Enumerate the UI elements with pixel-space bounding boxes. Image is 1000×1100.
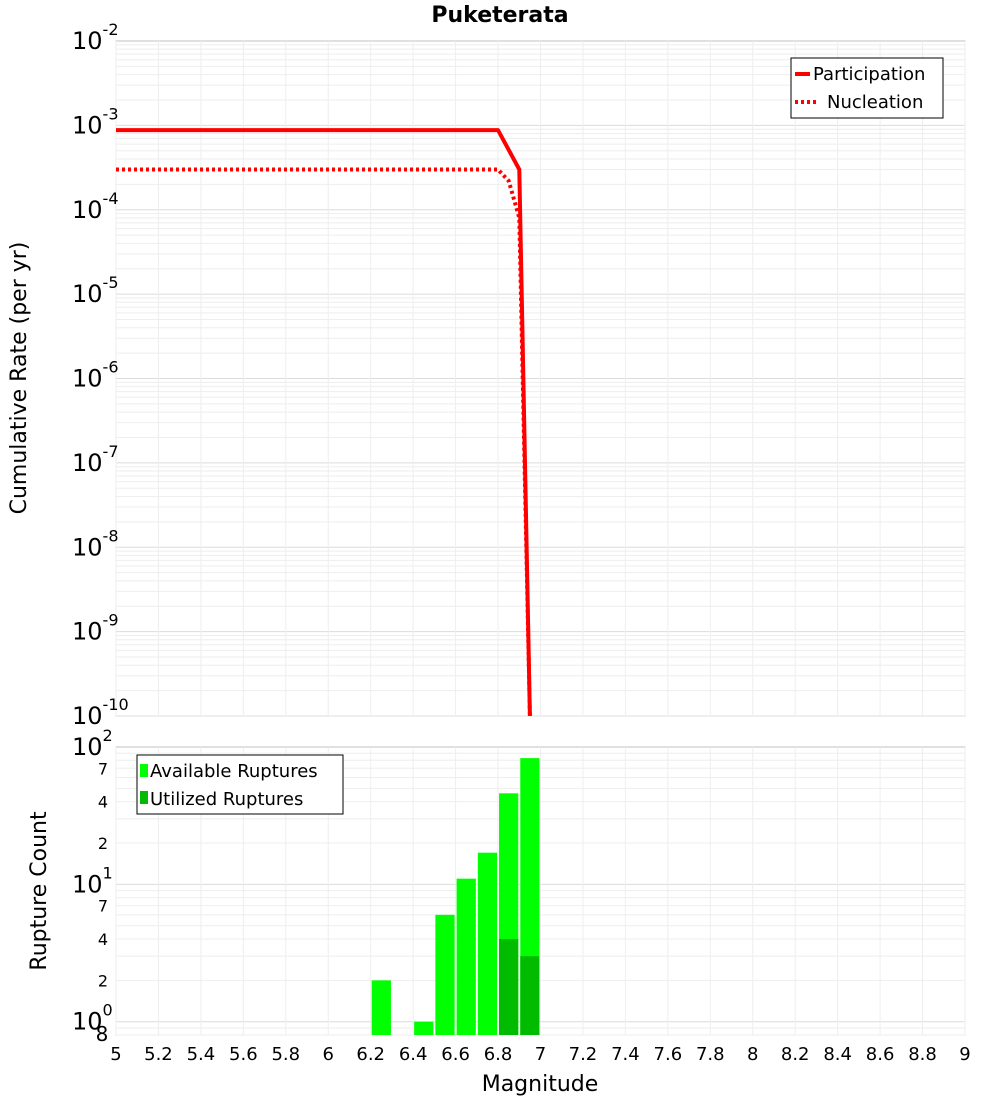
x-tick-label: 5 — [110, 1044, 121, 1065]
rate-lines — [111, 128, 970, 747]
rate-y-tick-label: 10-6 — [72, 358, 119, 393]
x-tick-label: 8.8 — [908, 1044, 937, 1065]
series-line-nucleation — [116, 167, 532, 717]
chart-title: Puketerata — [431, 3, 568, 28]
x-tick-label: 5.6 — [229, 1044, 258, 1065]
count-y-minor-tick-label: 4 — [98, 930, 108, 949]
count-y-ticks: 100 101 102 8 2 4 7 2 4 7 — [72, 726, 113, 1046]
count-y-minor-tick-label: 2 — [98, 971, 108, 990]
available-bar — [456, 878, 476, 1035]
rate-legend: Participation Nucleation — [790, 57, 944, 119]
x-tick-label: 6.2 — [356, 1044, 385, 1065]
rate-y-tick-label: 10-3 — [72, 104, 119, 139]
x-tick-label: 7.8 — [696, 1044, 725, 1065]
rate-y-tick-label: 10-2 — [72, 20, 119, 55]
available-bar — [435, 914, 455, 1035]
rate-plot: 10-10 10-9 10-8 10-7 10-6 10-5 10-4 10-3 10-2 Pa… — [7, 20, 970, 747]
x-tick-label: 6.8 — [484, 1044, 513, 1065]
x-tick-label: 8.2 — [781, 1044, 810, 1065]
count-y-major-tick-label: 101 — [72, 863, 113, 898]
rate-y-tick-label: 10-4 — [72, 189, 119, 224]
legend-nucleation-label: Nucleation — [827, 92, 923, 113]
available-bar — [414, 1021, 434, 1035]
magnitude-x-ticks: 5 5.2 5.4 5.6 5.8 6 6.2 6.4 6.6 6.8 7 7.2 7.4 7.6 7.8 8… — [110, 1044, 970, 1065]
x-tick-label: 6 — [323, 1044, 334, 1065]
x-tick-label: 6.6 — [441, 1044, 470, 1065]
utilized-bar — [499, 939, 519, 1035]
rate-y-tick-label: 10-9 — [72, 611, 119, 646]
legend-utilized-label: Utilized Ruptures — [150, 789, 303, 810]
count-y-major-tick-label: 102 — [72, 726, 113, 761]
count-legend: Available Ruptures Utilized Ruptures — [136, 754, 344, 815]
legend-available-swatch — [140, 764, 148, 777]
count-y-major-tick-label: 100 — [72, 1001, 113, 1036]
rate-y-tick-label: 10-7 — [72, 442, 119, 477]
utilized-bar — [520, 956, 540, 1035]
rate-y-ticks: 10-10 10-9 10-8 10-7 10-6 10-5 10-4 10-3 10-2 — [72, 20, 129, 730]
x-tick-label: 7 — [535, 1044, 546, 1065]
count-plot: 100 101 102 8 2 4 7 2 4 7 5 5.2 5.4 5.6 5.8 6 6.2 6.4 6.6… — [27, 726, 971, 1097]
count-y-minor-tick-label: 4 — [98, 793, 108, 812]
x-tick-label: 9 — [959, 1044, 970, 1065]
count-y-minor-tick-label: 8 — [96, 1022, 109, 1046]
rate-y-tick-label: 10-8 — [72, 526, 119, 561]
x-tick-label: 5.8 — [271, 1044, 300, 1065]
x-tick-label: 8.6 — [866, 1044, 895, 1065]
rate-y-tick-label: 10-5 — [72, 273, 119, 308]
x-tick-label: 8.4 — [823, 1044, 852, 1065]
count-bars — [371, 758, 540, 1035]
legend-utilized-swatch — [140, 791, 148, 804]
x-tick-label: 7.2 — [569, 1044, 598, 1065]
count-legend-box — [136, 754, 344, 815]
rate-y-axis-label: Cumulative Rate (per yr) — [7, 242, 32, 515]
legend-participation-label: Participation — [813, 64, 925, 85]
rate-grid — [115, 41, 966, 717]
count-y-axis-label: Rupture Count — [27, 811, 52, 971]
x-tick-label: 8 — [747, 1044, 758, 1065]
plot-separator — [111, 717, 970, 747]
x-tick-label: 7.4 — [611, 1044, 640, 1065]
x-tick-label: 7.6 — [654, 1044, 683, 1065]
rate-legend-box — [790, 57, 944, 119]
legend-available-label: Available Ruptures — [150, 761, 318, 782]
x-tick-label: 6.4 — [399, 1044, 428, 1065]
rate-y-tick-label: 10-10 — [72, 695, 129, 730]
available-bar — [477, 852, 498, 1035]
available-bar — [371, 980, 391, 1035]
count-y-minor-tick-label: 2 — [98, 834, 108, 853]
count-y-minor-tick-label: 7 — [98, 897, 108, 916]
x-tick-label: 5.2 — [144, 1044, 173, 1065]
x-axis-label: Magnitude — [482, 1072, 599, 1097]
x-tick-label: 5.4 — [187, 1044, 216, 1065]
count-y-minor-tick-label: 7 — [98, 759, 108, 778]
